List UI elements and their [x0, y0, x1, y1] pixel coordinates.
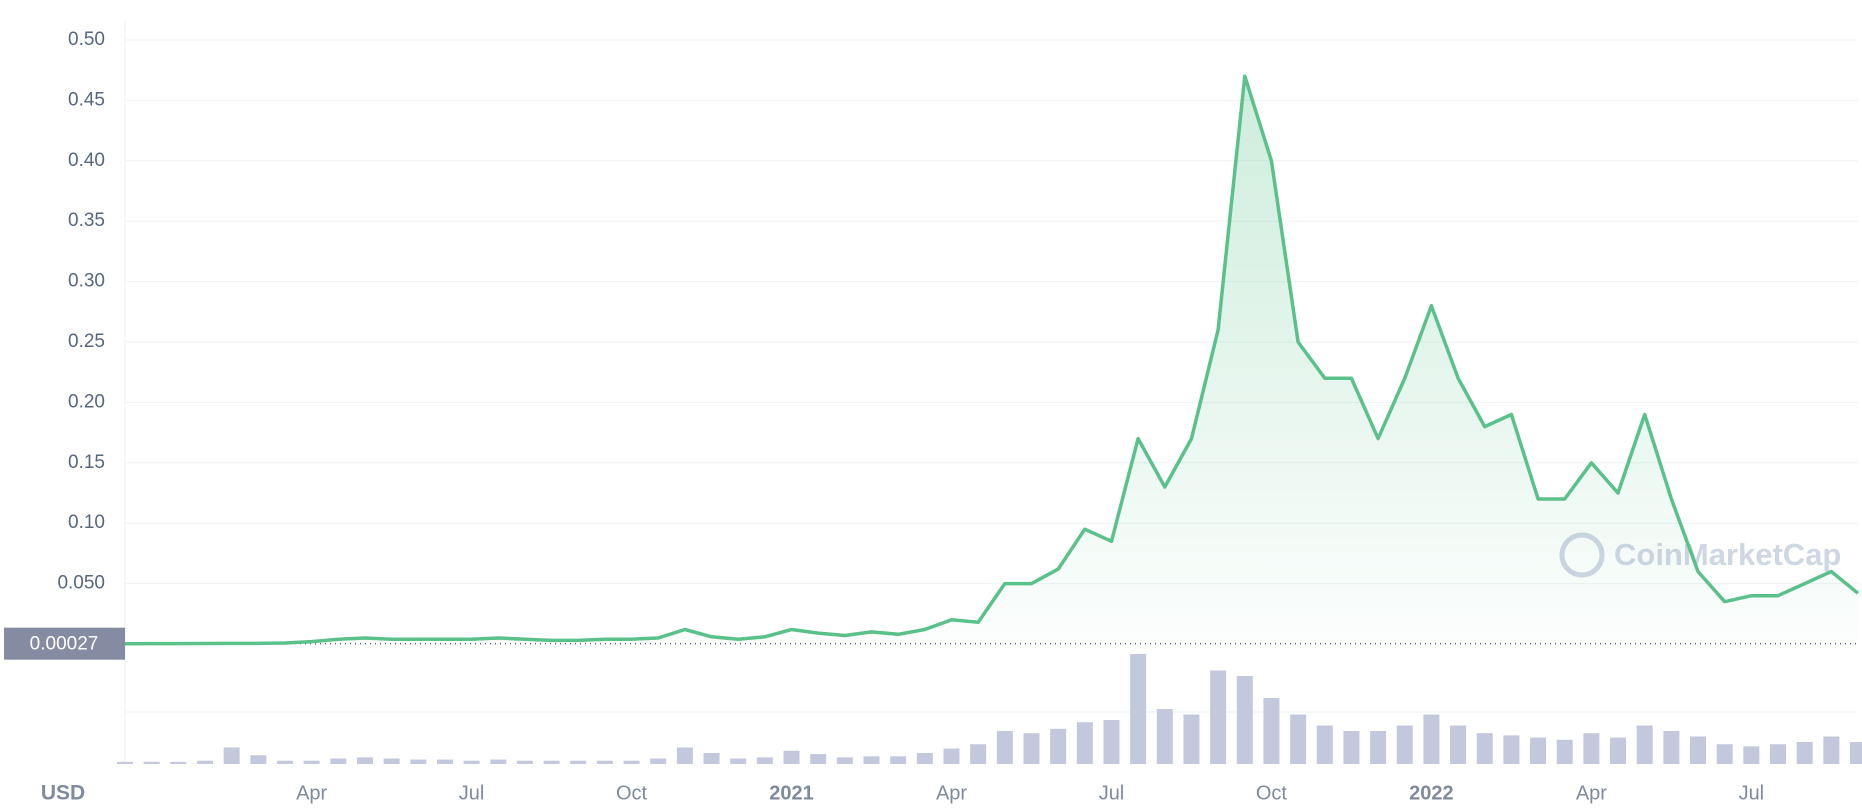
volume-bar [410, 759, 427, 764]
volume-bar [1743, 746, 1760, 764]
volume-bar [490, 759, 507, 764]
x-tick-label: Oct [616, 782, 648, 804]
volume-bar [1343, 731, 1360, 764]
x-tick-label: Jul [1099, 782, 1125, 804]
x-tick-label: Jul [1739, 782, 1765, 804]
volume-bar [1850, 742, 1862, 764]
price-line [124, 74, 1860, 646]
volume-bar [1210, 670, 1227, 764]
volume-bar [1076, 722, 1093, 764]
price-area [125, 76, 1858, 644]
volume-bar [863, 756, 880, 764]
volume-bar [1556, 739, 1573, 764]
volume-bar [1156, 709, 1173, 764]
x-tick-label: Jul [459, 782, 485, 804]
volume-bar [1583, 733, 1600, 764]
price-tag-label: 0.00027 [30, 634, 99, 655]
volume-bar [1770, 744, 1787, 764]
volume-bar [916, 753, 933, 764]
volume-bar [1663, 731, 1680, 764]
volume-bar [890, 756, 907, 764]
volume-bar [1183, 714, 1200, 764]
volume-bar [1050, 728, 1067, 764]
volume-bar [1263, 698, 1280, 764]
volume-bar [570, 760, 587, 764]
volume-bar [196, 760, 213, 764]
volume-bar [1423, 714, 1440, 764]
volume-bar [543, 760, 560, 764]
volume-bar [356, 757, 373, 764]
volume-bar [1503, 735, 1520, 764]
volume-bar [1316, 725, 1333, 764]
volume-bar [170, 761, 187, 764]
volume-bar [1370, 731, 1387, 764]
x-tick-label: Apr [296, 782, 327, 804]
volume-bar [836, 757, 853, 764]
volume-bar [1476, 733, 1493, 764]
x-tick-label: Apr [1576, 782, 1607, 804]
volume-bar [383, 758, 400, 764]
y-tick-label: 0.45 [68, 89, 105, 110]
volume-bar [276, 760, 293, 764]
volume-bar [1530, 737, 1547, 764]
x-tick-label: 2022 [1409, 782, 1454, 804]
volume-bar [1290, 714, 1307, 764]
volume-bar [1396, 725, 1413, 764]
volume-bar [810, 754, 827, 764]
volume-bar [250, 755, 267, 764]
y-tick-label: 0.40 [68, 150, 105, 171]
volume-bar [1690, 736, 1707, 764]
y-tick-label: 0.20 [68, 391, 105, 412]
volume-bar [650, 758, 667, 764]
volume-bar [1450, 725, 1467, 764]
y-tick-label: 0.050 [57, 573, 105, 594]
volume-bar [676, 747, 693, 764]
y-tick-label: 0.35 [68, 210, 105, 231]
volume-bar [596, 760, 613, 764]
volume-bar [730, 758, 747, 764]
volume-bar [783, 750, 800, 764]
volume-bar [516, 760, 533, 764]
x-tick-label: Apr [936, 782, 967, 804]
volume-bar [623, 760, 640, 764]
x-tick-label: 2021 [769, 782, 814, 804]
currency-label: USD [41, 782, 85, 805]
volume-bar [703, 753, 720, 764]
volume-bar [943, 748, 960, 764]
volume-bar [756, 757, 773, 764]
x-tick-label: Oct [1256, 782, 1288, 804]
y-tick-label: 0.15 [68, 452, 105, 473]
volume-bar [436, 759, 453, 764]
volume-bar [1236, 676, 1253, 764]
y-tick-label: 0.50 [68, 29, 105, 50]
volume-bar [223, 747, 240, 764]
price-tag [4, 627, 125, 660]
volume-bar [1610, 737, 1627, 764]
volume-bar [1103, 720, 1120, 764]
volume-bar [996, 731, 1013, 764]
volume-bar [463, 760, 480, 764]
volume-bar [1796, 742, 1813, 764]
volume-bar [970, 744, 987, 764]
volume-bar [1716, 744, 1733, 764]
volume-bar [143, 761, 160, 764]
volume-bar [1823, 736, 1840, 764]
volume-bar [1636, 725, 1653, 764]
y-tick-label: 0.10 [68, 512, 105, 533]
volume-bar [303, 760, 320, 764]
volume-bar [1130, 654, 1147, 764]
y-tick-label: 0.30 [68, 271, 105, 292]
volume-bar [1023, 733, 1040, 764]
volume-bar [330, 758, 347, 764]
volume-bar [117, 761, 133, 764]
y-tick-label: 0.25 [68, 331, 105, 352]
